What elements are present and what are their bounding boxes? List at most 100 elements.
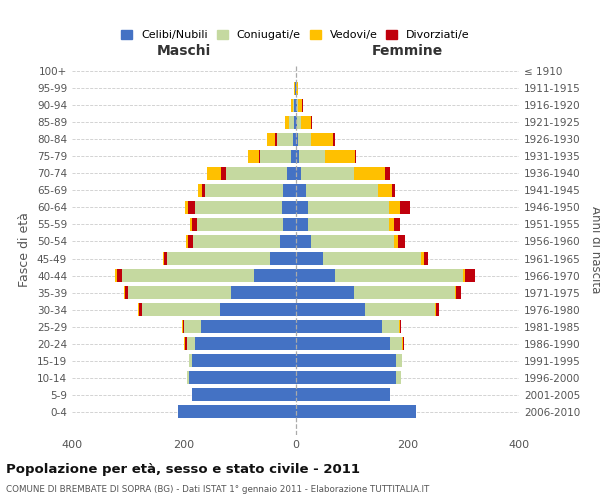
Bar <box>190 218 192 231</box>
Bar <box>185 201 188 214</box>
Bar <box>396 354 401 367</box>
Bar <box>139 303 142 316</box>
Bar <box>355 150 356 163</box>
Bar <box>190 371 296 384</box>
Bar <box>296 167 301 180</box>
Bar <box>164 252 167 265</box>
Bar <box>128 286 231 299</box>
Bar <box>296 218 308 231</box>
Bar <box>396 371 401 384</box>
Bar <box>259 150 260 163</box>
Bar <box>296 286 354 299</box>
Bar <box>192 218 197 231</box>
Bar <box>401 337 403 350</box>
Bar <box>365 303 435 316</box>
Bar <box>192 388 296 401</box>
Bar <box>296 99 298 112</box>
Bar <box>283 184 296 197</box>
Bar <box>275 133 277 146</box>
Bar <box>305 184 378 197</box>
Bar <box>296 303 365 316</box>
Bar <box>378 184 392 197</box>
Bar <box>354 167 385 180</box>
Bar <box>333 133 335 146</box>
Bar <box>207 167 221 180</box>
Bar <box>297 116 301 129</box>
Bar <box>281 201 296 214</box>
Bar <box>403 337 404 350</box>
Bar <box>298 133 311 146</box>
Bar <box>296 235 311 248</box>
Bar <box>465 269 475 282</box>
Bar <box>122 269 254 282</box>
Bar <box>178 405 296 418</box>
Y-axis label: Fasce di età: Fasce di età <box>19 212 31 288</box>
Bar <box>182 320 184 333</box>
Bar <box>301 167 354 180</box>
Text: Maschi: Maschi <box>157 44 211 58</box>
Bar <box>163 252 164 265</box>
Y-axis label: Anni di nascita: Anni di nascita <box>589 206 600 294</box>
Bar <box>184 320 200 333</box>
Bar <box>195 337 296 350</box>
Bar <box>267 133 275 146</box>
Bar <box>299 150 325 163</box>
Bar <box>424 252 428 265</box>
Bar <box>202 184 205 197</box>
Bar <box>192 354 296 367</box>
Bar <box>184 337 185 350</box>
Bar <box>294 116 296 129</box>
Text: Femmine: Femmine <box>371 44 443 58</box>
Bar <box>187 371 190 384</box>
Bar <box>283 218 296 231</box>
Bar <box>308 218 389 231</box>
Bar <box>311 235 394 248</box>
Bar <box>323 252 421 265</box>
Bar <box>296 269 335 282</box>
Bar <box>354 286 455 299</box>
Bar <box>293 99 295 112</box>
Bar <box>296 388 391 401</box>
Bar <box>385 167 391 180</box>
Bar <box>296 133 298 146</box>
Bar <box>296 354 396 367</box>
Text: Popolazione per età, sesso e stato civile - 2011: Popolazione per età, sesso e stato civil… <box>6 463 360 476</box>
Bar <box>296 337 391 350</box>
Bar <box>455 286 456 299</box>
Bar <box>311 116 312 129</box>
Bar <box>398 235 405 248</box>
Bar <box>308 201 389 214</box>
Bar <box>254 269 296 282</box>
Bar <box>296 150 299 163</box>
Bar <box>138 303 139 316</box>
Legend: Celibi/Nubili, Coniugati/e, Vedovi/e, Divorziati/e: Celibi/Nubili, Coniugati/e, Vedovi/e, Di… <box>121 30 470 40</box>
Bar <box>188 201 195 214</box>
Bar <box>463 269 465 282</box>
Bar <box>296 201 308 214</box>
Bar <box>117 269 122 282</box>
Bar <box>456 286 461 299</box>
Text: COMUNE DI BREMBATE DI SOPRA (BG) - Dati ISTAT 1° gennaio 2011 - Elaborazione TUT: COMUNE DI BREMBATE DI SOPRA (BG) - Dati … <box>6 485 430 494</box>
Bar <box>296 405 416 418</box>
Bar <box>296 82 298 95</box>
Bar <box>124 286 125 299</box>
Bar <box>400 201 410 214</box>
Bar <box>391 337 401 350</box>
Bar <box>193 235 280 248</box>
Bar <box>389 201 400 214</box>
Bar <box>220 303 296 316</box>
Bar <box>296 116 297 129</box>
Bar <box>296 252 323 265</box>
Bar <box>248 150 259 163</box>
Bar <box>325 150 355 163</box>
Bar <box>200 320 296 333</box>
Bar <box>187 337 195 350</box>
Bar <box>285 116 289 129</box>
Bar <box>190 354 192 367</box>
Bar <box>436 303 439 316</box>
Bar <box>394 235 398 248</box>
Bar <box>198 184 202 197</box>
Bar <box>421 252 424 265</box>
Bar <box>392 184 395 197</box>
Bar <box>298 99 302 112</box>
